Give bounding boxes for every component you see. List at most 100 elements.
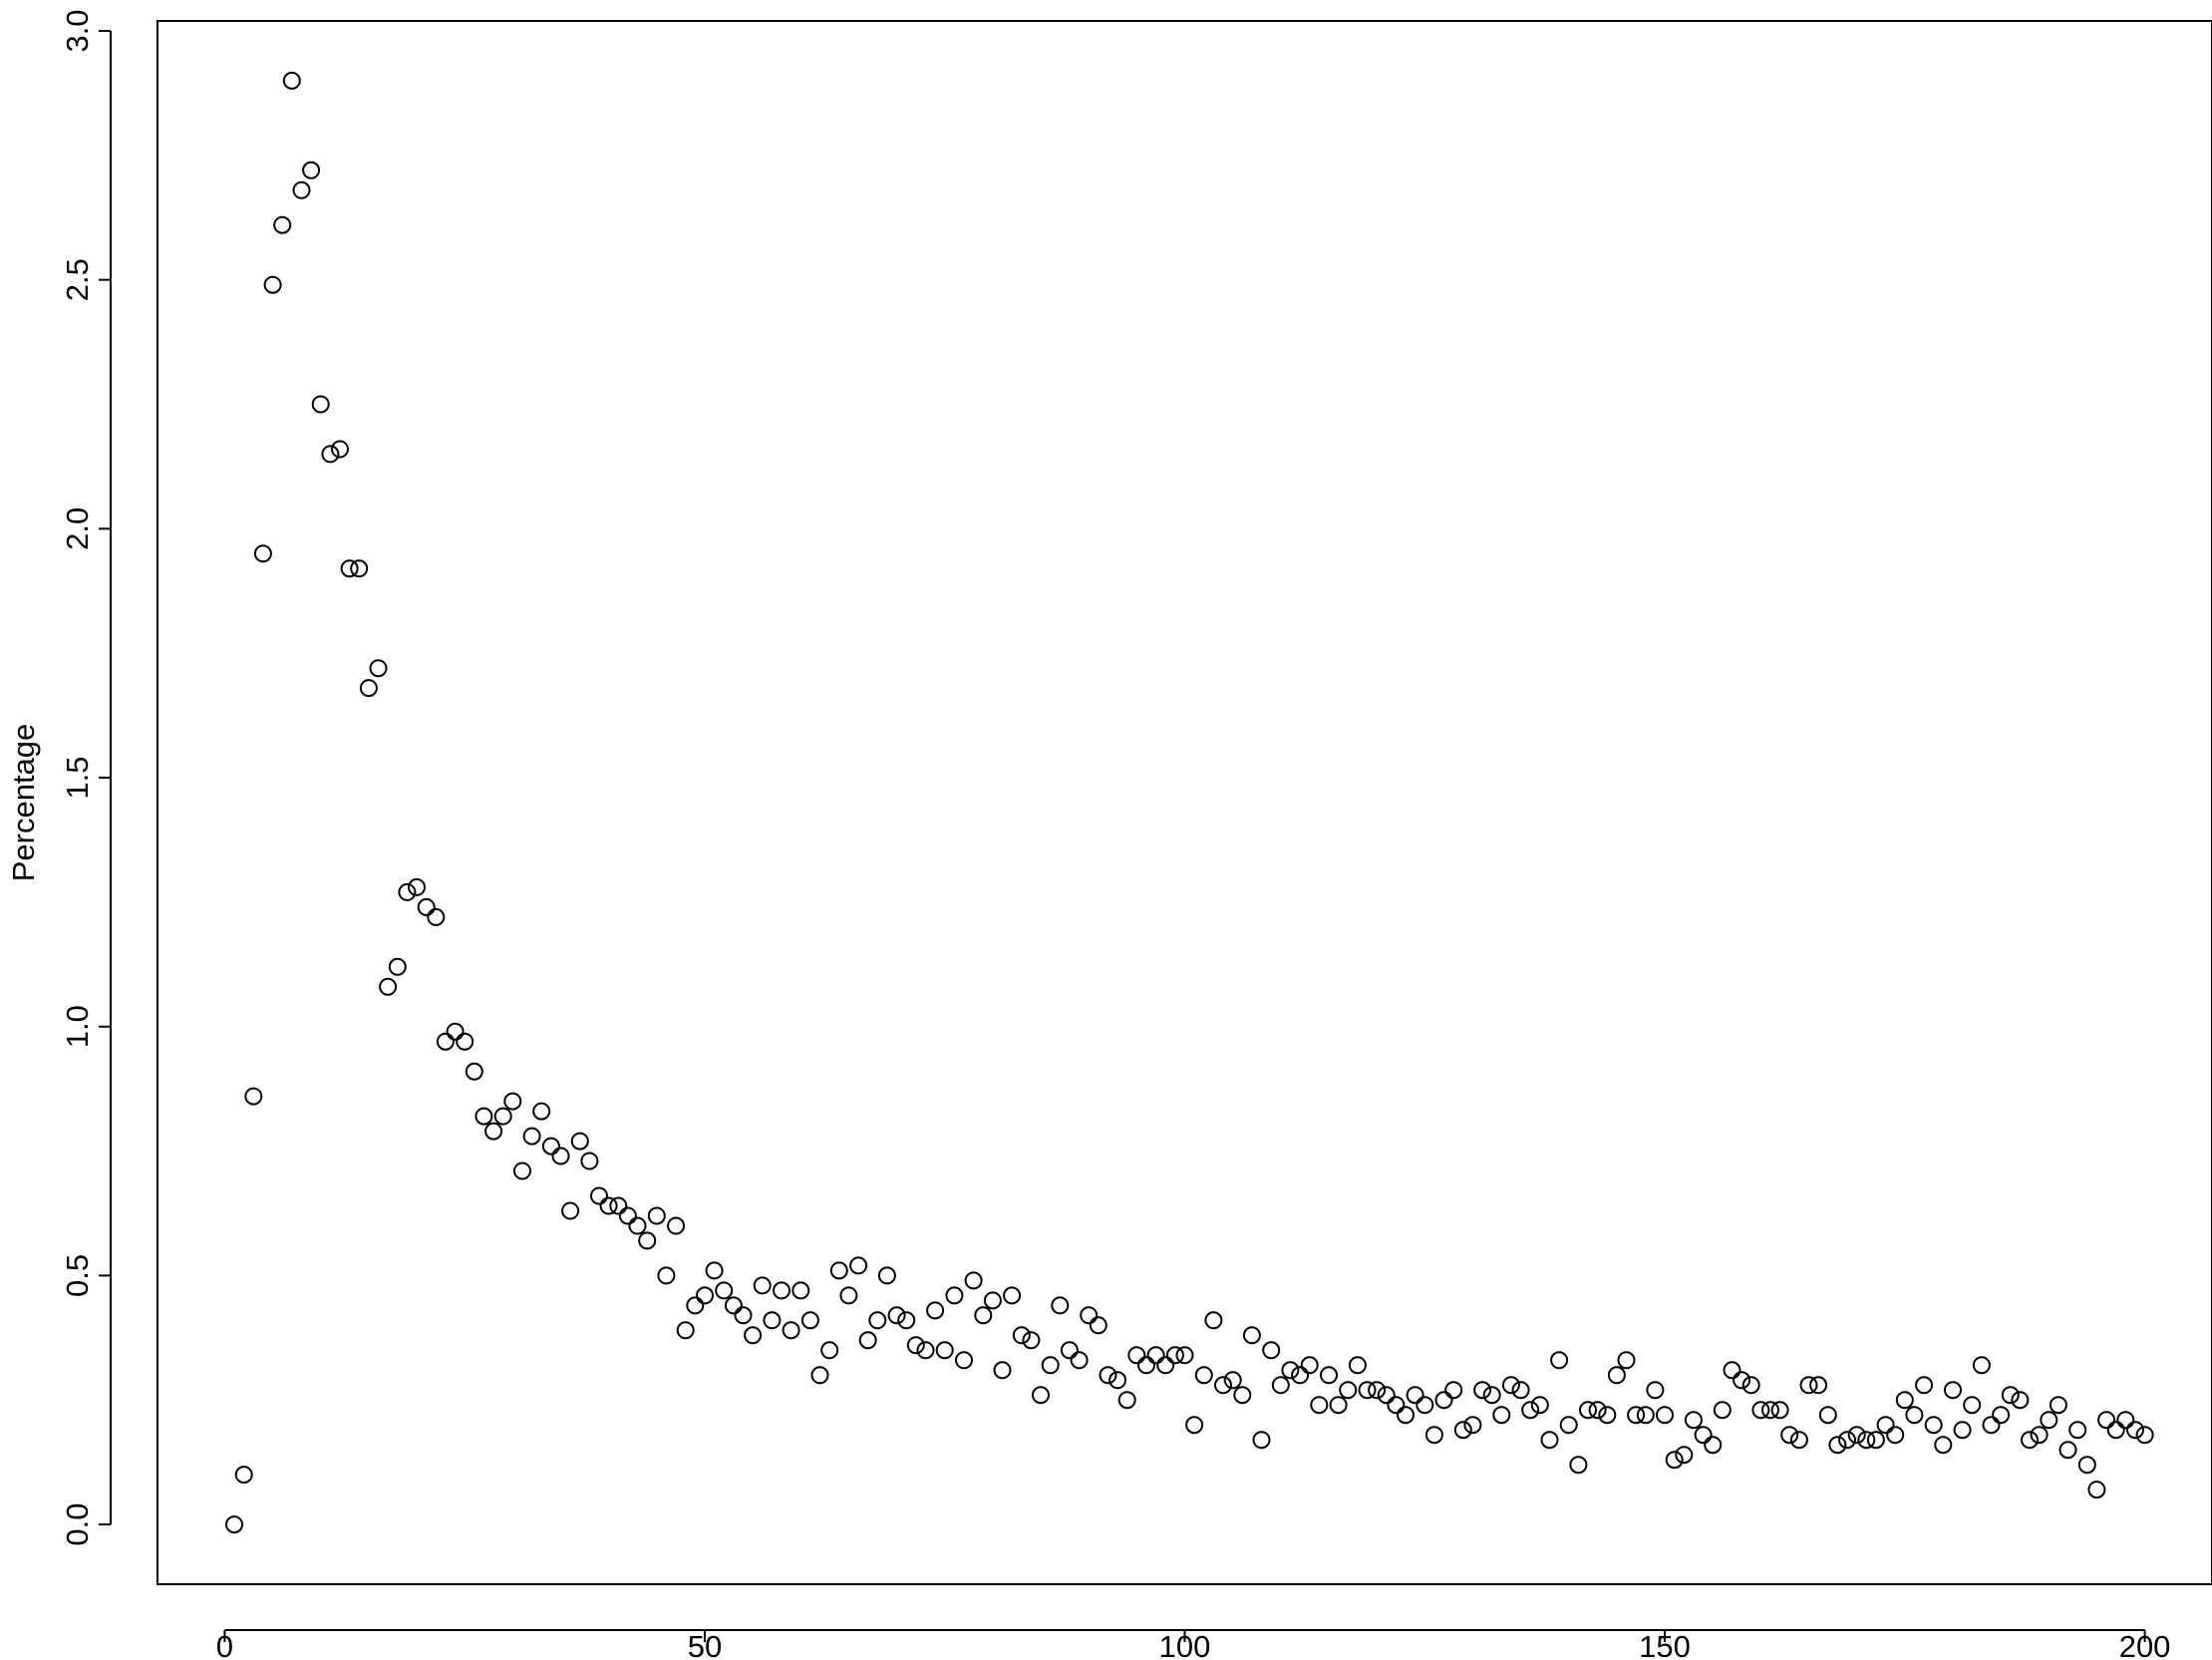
data-point — [1300, 1356, 1319, 1375]
data-point — [1137, 1356, 1155, 1375]
data-point — [974, 1306, 993, 1325]
data-point — [1627, 1406, 1646, 1425]
data-point — [782, 1321, 800, 1340]
data-point — [2001, 1386, 2020, 1405]
y-tick-label: 2.0 — [60, 507, 95, 550]
data-point — [1310, 1396, 1329, 1415]
data-point — [1540, 1431, 1559, 1450]
data-point — [302, 161, 321, 179]
data-point — [1492, 1406, 1511, 1425]
data-point — [2106, 1421, 2125, 1440]
data-point — [1944, 1381, 1962, 1400]
data-point — [1022, 1331, 1041, 1350]
data-point — [935, 1341, 954, 1360]
data-point — [1233, 1386, 1252, 1405]
x-tick-label: 150 — [1639, 1629, 1691, 1660]
data-point — [331, 440, 349, 459]
data-point — [715, 1281, 734, 1300]
data-point — [1223, 1371, 1242, 1390]
data-point — [820, 1341, 839, 1360]
data-point — [1838, 1431, 1856, 1450]
data-point — [2049, 1396, 2067, 1415]
data-point — [1761, 1401, 1779, 1420]
data-point — [1511, 1381, 1530, 1400]
data-point — [1108, 1371, 1127, 1390]
data-point — [2087, 1481, 2106, 1499]
data-point — [773, 1281, 790, 1300]
data-point — [1185, 1416, 1204, 1435]
data-point — [1963, 1396, 1982, 1415]
data-point — [887, 1306, 906, 1325]
data-point — [647, 1206, 666, 1225]
data-point — [1175, 1346, 1194, 1365]
data-point — [1866, 1431, 1885, 1450]
data-point — [1012, 1326, 1031, 1345]
data-point — [1271, 1376, 1290, 1395]
data-point — [1559, 1416, 1578, 1435]
data-point — [263, 275, 282, 294]
y-tick-label: 0.5 — [60, 1254, 95, 1297]
data-point — [1368, 1381, 1387, 1400]
data-point — [484, 1122, 503, 1141]
data-point — [1252, 1431, 1271, 1450]
data-point — [1656, 1406, 1674, 1425]
data-point — [955, 1351, 973, 1370]
data-point — [849, 1256, 868, 1275]
data-point — [1915, 1376, 1934, 1395]
data-point — [1117, 1391, 1136, 1410]
data-point — [1291, 1366, 1310, 1385]
data-point — [225, 1515, 243, 1534]
data-point — [667, 1216, 686, 1235]
data-point — [763, 1311, 782, 1330]
data-point — [916, 1341, 935, 1360]
data-point — [1070, 1351, 1089, 1370]
data-point — [379, 977, 398, 996]
data-point — [744, 1326, 763, 1345]
data-point — [2068, 1421, 2087, 1440]
data-point — [1847, 1426, 1866, 1445]
data-point — [427, 907, 446, 926]
y-tick-label: 0.0 — [60, 1503, 95, 1546]
data-point — [2116, 1411, 2135, 1430]
data-point — [244, 1087, 263, 1106]
data-point — [829, 1261, 848, 1280]
data-point — [1434, 1391, 1453, 1410]
data-point — [1416, 1396, 1434, 1415]
data-point — [945, 1286, 964, 1305]
data-point — [1453, 1421, 1472, 1440]
data-point — [1636, 1406, 1655, 1425]
data-point — [1521, 1401, 1540, 1420]
data-point — [1818, 1406, 1837, 1425]
data-point — [2011, 1391, 2030, 1410]
data-point — [1569, 1456, 1588, 1475]
data-point — [1789, 1431, 1808, 1450]
data-point — [2097, 1411, 2116, 1430]
data-point — [1060, 1341, 1079, 1360]
y-axis: 0.0 0.5 1.0 1.5 2.0 2.5 3.0 — [60, 9, 112, 1546]
data-point — [1320, 1366, 1338, 1385]
y-tick-label: 1.0 — [60, 1005, 95, 1048]
data-point — [877, 1266, 896, 1285]
data-point — [1704, 1436, 1723, 1455]
data-point — [1262, 1341, 1281, 1360]
data-point — [1895, 1391, 1914, 1410]
data-point — [532, 1102, 551, 1121]
data-point — [964, 1271, 983, 1290]
data-point — [493, 1107, 512, 1126]
data-point — [1924, 1416, 1943, 1435]
data-point — [1501, 1376, 1520, 1395]
data-point — [1857, 1431, 1876, 1450]
data-point — [1770, 1401, 1789, 1420]
data-point — [926, 1301, 945, 1320]
data-point — [1146, 1346, 1165, 1365]
data-point — [253, 544, 272, 563]
data-point — [234, 1466, 253, 1485]
data-point — [1723, 1361, 1741, 1380]
data-point — [1694, 1426, 1713, 1445]
data-point — [1876, 1416, 1895, 1435]
data-point — [1242, 1326, 1261, 1345]
data-point — [273, 215, 292, 234]
data-point — [321, 445, 340, 464]
data-point — [1003, 1286, 1022, 1305]
y-tick-label: 3.0 — [60, 9, 95, 52]
